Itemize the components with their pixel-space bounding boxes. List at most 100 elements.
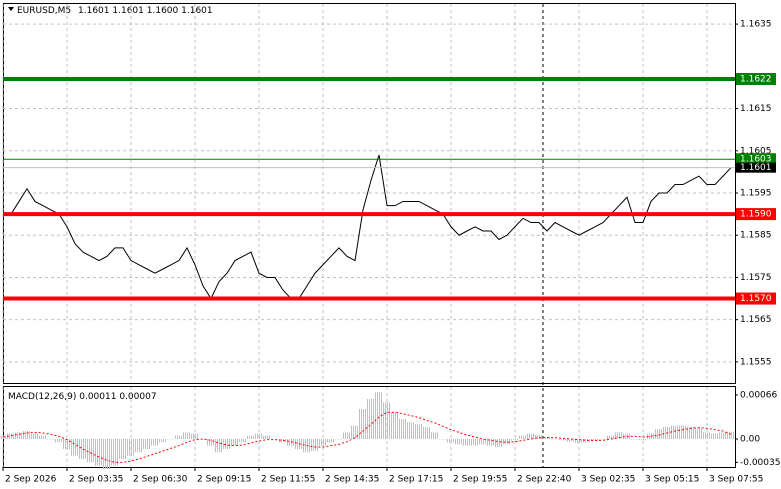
histogram-bar xyxy=(421,424,422,439)
histogram-bar xyxy=(495,439,496,447)
histogram-bar xyxy=(103,439,104,469)
histogram-bar xyxy=(341,439,342,440)
histogram-bar xyxy=(173,439,174,440)
close: 1.1601 xyxy=(181,6,213,16)
histogram-bar xyxy=(65,439,66,449)
histogram-bar xyxy=(293,439,294,446)
histogram-bar xyxy=(141,439,142,453)
histogram-bar xyxy=(53,439,54,440)
histogram-bar xyxy=(723,432,724,439)
histogram-bar xyxy=(165,439,166,443)
x-tick-label: 2 Sep 2026 xyxy=(5,475,57,485)
histogram-bar xyxy=(85,439,86,459)
histogram-bar xyxy=(235,439,236,446)
histogram-bar xyxy=(27,431,28,439)
histogram-bar xyxy=(351,425,352,439)
histogram-bar xyxy=(653,433,654,439)
histogram-bar xyxy=(427,427,428,439)
histogram-bar xyxy=(395,412,396,439)
histogram-bar xyxy=(181,435,182,439)
histogram-bar xyxy=(47,439,48,440)
histogram-bar xyxy=(635,439,636,440)
histogram-bar xyxy=(323,439,324,446)
histogram-bar xyxy=(711,433,712,439)
histogram-bar xyxy=(681,425,682,439)
histogram-bar xyxy=(401,419,402,439)
histogram-bar xyxy=(389,402,390,439)
histogram-bar xyxy=(133,439,134,456)
histogram-bar xyxy=(387,402,388,439)
histogram-bar xyxy=(513,439,514,441)
histogram-bar xyxy=(137,439,138,453)
histogram-bar xyxy=(125,439,126,459)
histogram-bar xyxy=(115,439,116,466)
x-tick-label: 3 Sep 05:15 xyxy=(645,475,699,485)
histogram-bar xyxy=(585,439,586,443)
histogram-bar xyxy=(459,439,460,445)
histogram-bar xyxy=(335,439,336,440)
histogram-bar xyxy=(445,439,446,440)
level-label: 1.1622 xyxy=(740,75,772,85)
histogram-bar xyxy=(405,419,406,439)
macd-readout: 0.00011 xyxy=(79,392,116,402)
histogram-bar xyxy=(429,427,430,439)
histogram-bar xyxy=(461,439,462,445)
histogram-bar xyxy=(311,439,312,451)
histogram-bar xyxy=(251,435,252,439)
histogram-bar xyxy=(413,422,414,439)
histogram-bar xyxy=(95,439,96,466)
histogram-bar xyxy=(163,439,164,443)
histogram-bar xyxy=(435,432,436,439)
histogram-bar xyxy=(375,392,376,439)
histogram-bar xyxy=(145,439,146,449)
histogram-bar xyxy=(593,439,594,441)
histogram-bar xyxy=(705,432,706,439)
histogram-bar xyxy=(197,433,198,439)
histogram-bar xyxy=(475,439,476,446)
histogram-bar xyxy=(669,427,670,439)
histogram-bar xyxy=(149,439,150,449)
histogram-bar xyxy=(223,439,224,449)
y-tick-label: 0.00 xyxy=(740,435,760,445)
histogram-bar xyxy=(497,439,498,447)
histogram-bar xyxy=(207,439,208,446)
histogram-bar xyxy=(71,439,72,456)
histogram-bar xyxy=(183,432,184,439)
histogram-bar xyxy=(689,427,690,439)
histogram-bar xyxy=(659,429,660,439)
histogram-bar xyxy=(357,425,358,439)
histogram-bar xyxy=(345,432,346,439)
histogram-bar xyxy=(519,435,520,439)
open: 1.1601 xyxy=(78,6,110,16)
macd-frame xyxy=(3,386,736,468)
histogram-bar xyxy=(599,439,600,440)
histogram-bar xyxy=(575,439,576,443)
histogram-bar xyxy=(617,432,618,439)
level-label-box xyxy=(736,208,776,221)
histogram-bar xyxy=(107,439,108,469)
histogram-bar xyxy=(289,439,290,446)
histogram-bar xyxy=(555,439,556,440)
histogram-bar xyxy=(537,435,538,439)
histogram-bar xyxy=(259,433,260,439)
histogram-bar xyxy=(221,439,222,453)
histogram-bar xyxy=(333,439,334,443)
histogram-bar xyxy=(343,432,344,439)
histogram-bar xyxy=(629,433,630,439)
histogram-bar xyxy=(439,439,440,440)
histogram-bar xyxy=(185,432,186,439)
histogram-bar xyxy=(367,399,368,439)
histogram-bar xyxy=(93,439,94,463)
histogram-bar xyxy=(1,435,2,439)
histogram-bar xyxy=(579,439,580,443)
symbol-name: EURUSD,M5 xyxy=(17,6,71,16)
level-label: 1.1590 xyxy=(740,210,772,220)
histogram-bar xyxy=(601,439,602,440)
histogram-bar xyxy=(609,435,610,439)
histogram-bar xyxy=(469,439,470,446)
histogram-bar xyxy=(533,433,534,439)
histogram-bar xyxy=(41,435,42,439)
level-label-box xyxy=(736,292,776,305)
histogram-bar xyxy=(571,439,572,442)
histogram-bar xyxy=(725,432,726,439)
